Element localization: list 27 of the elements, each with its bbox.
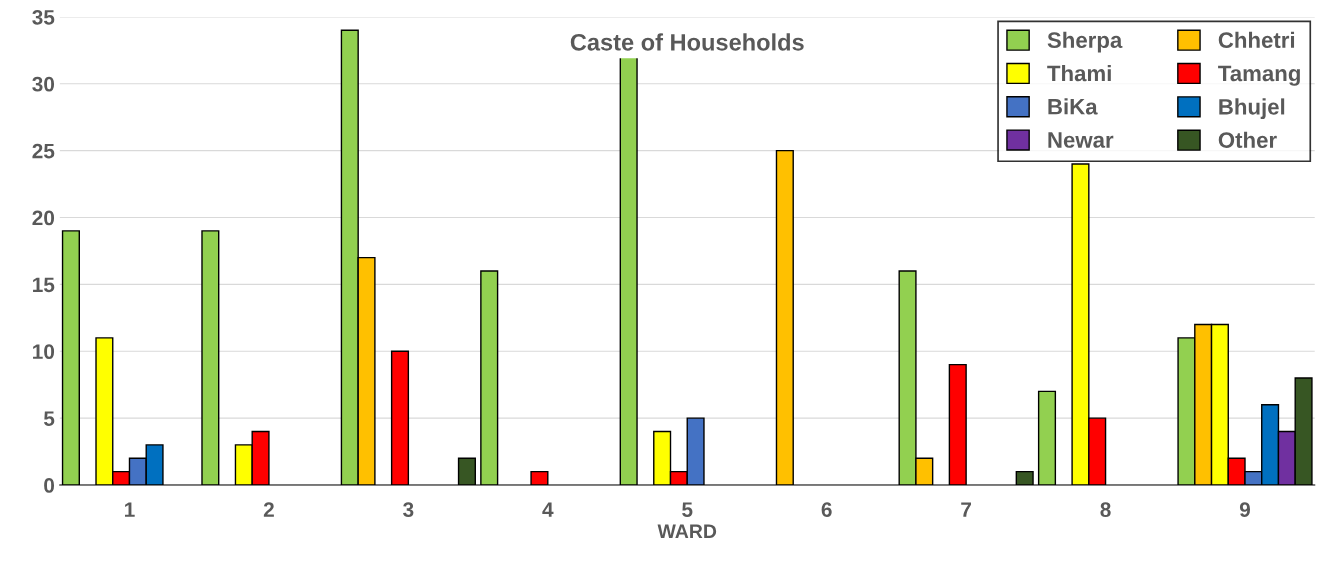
text: Caste of Households — [570, 33, 804, 51]
x-tick-label: 7 — [961, 502, 971, 517]
x-tick-label: 2 — [263, 502, 274, 517]
y-tick-label: 15 — [33, 277, 55, 293]
y-tick-label: 5 — [43, 411, 55, 426]
legend-label: Newar — [1048, 132, 1114, 148]
y-tick-label: 35 — [32, 9, 55, 25]
legend-label: Sherpa — [1047, 31, 1123, 53]
x-tick-label: 3 — [403, 502, 414, 518]
x-tick-label: 6 — [821, 502, 832, 518]
y-tick-label: 10 — [33, 344, 55, 360]
legend-label: Bhujel — [1219, 98, 1285, 120]
legend-label: BiKa — [1048, 98, 1098, 115]
legend-label: Chhetri — [1218, 31, 1295, 49]
x-tick-label: 4 — [542, 502, 554, 517]
y-tick-label: 20 — [32, 210, 55, 226]
legend-label: Tamang — [1218, 65, 1300, 86]
legend-label: Thami — [1047, 64, 1111, 82]
y-tick-label: 30 — [32, 76, 55, 92]
x-tick-label: 1 — [125, 502, 135, 517]
x-tick-label: 5 — [682, 502, 693, 518]
legend-label: Other — [1218, 131, 1277, 148]
y-tick-label: 0 — [44, 478, 55, 493]
y-tick-label: 25 — [32, 143, 55, 159]
x-tick-label: 8 — [1100, 502, 1111, 518]
x-axis-title: WARD — [657, 524, 717, 538]
x-tick-label: 9 — [1239, 502, 1251, 518]
